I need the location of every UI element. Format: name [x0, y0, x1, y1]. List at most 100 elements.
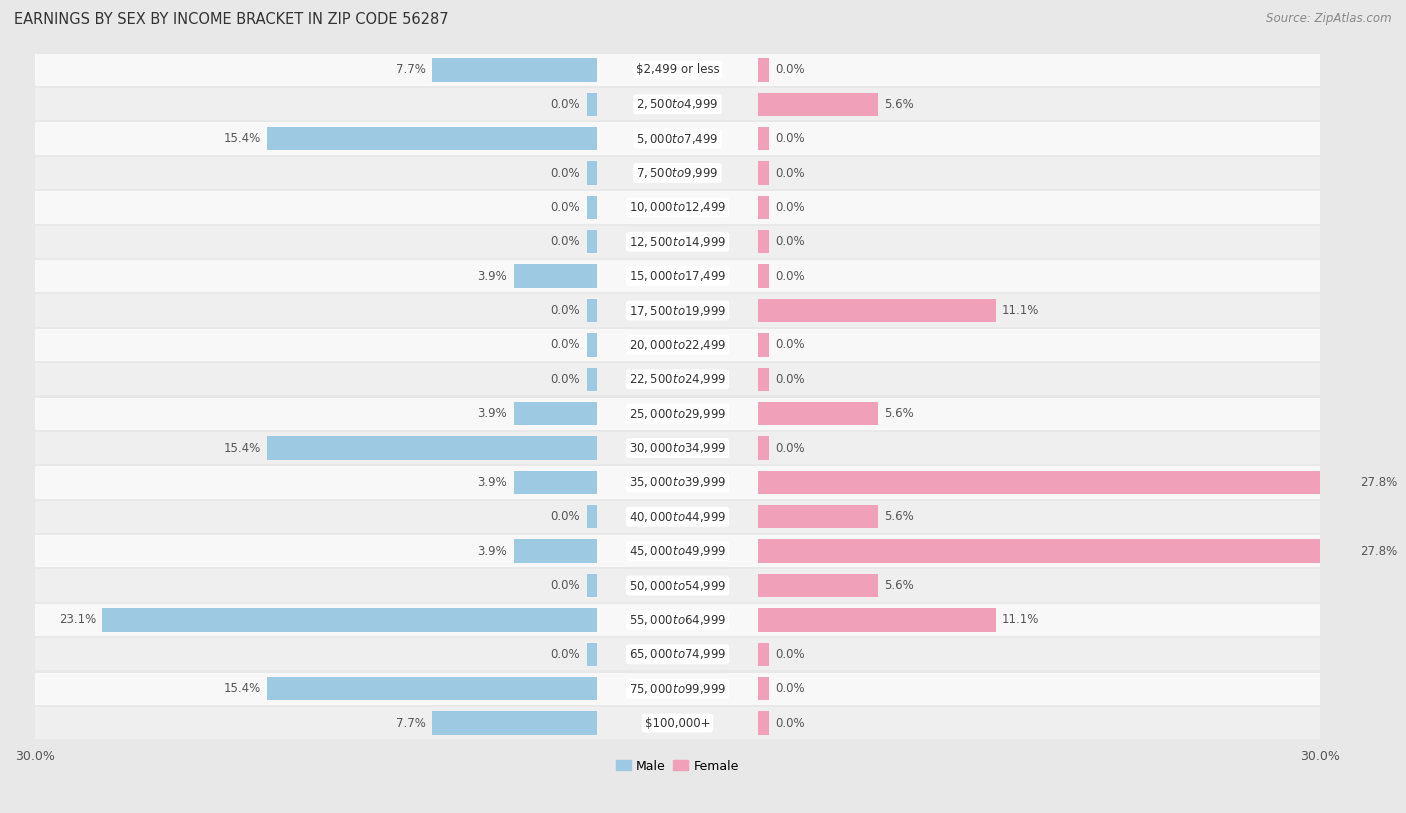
FancyBboxPatch shape [35, 328, 1320, 361]
FancyBboxPatch shape [35, 501, 1320, 533]
Text: 7.7%: 7.7% [396, 716, 426, 729]
Text: 0.0%: 0.0% [775, 201, 804, 214]
Bar [758, 471, 1354, 494]
FancyBboxPatch shape [35, 604, 1320, 636]
Text: $2,500 to $4,999: $2,500 to $4,999 [637, 98, 718, 111]
Text: $75,000 to $99,999: $75,000 to $99,999 [628, 682, 727, 696]
Text: 5.6%: 5.6% [884, 511, 914, 524]
Text: $40,000 to $44,999: $40,000 to $44,999 [628, 510, 727, 524]
Bar [267, 677, 598, 700]
Text: 0.0%: 0.0% [551, 648, 581, 661]
Text: $35,000 to $39,999: $35,000 to $39,999 [628, 476, 727, 489]
Bar [513, 264, 598, 288]
Text: 0.0%: 0.0% [775, 270, 804, 283]
FancyBboxPatch shape [35, 191, 1320, 224]
FancyBboxPatch shape [35, 123, 1320, 154]
Bar [586, 93, 598, 116]
Text: 0.0%: 0.0% [775, 682, 804, 695]
Text: 0.0%: 0.0% [775, 648, 804, 661]
Bar [758, 127, 769, 150]
Text: 11.1%: 11.1% [1002, 304, 1039, 317]
Text: 0.0%: 0.0% [775, 441, 804, 454]
Bar [586, 642, 598, 666]
Bar [758, 196, 769, 219]
Text: $55,000 to $64,999: $55,000 to $64,999 [628, 613, 727, 627]
Text: $7,500 to $9,999: $7,500 to $9,999 [637, 166, 718, 180]
Text: $12,500 to $14,999: $12,500 to $14,999 [628, 235, 727, 249]
Bar [758, 93, 877, 116]
Text: 27.8%: 27.8% [1360, 476, 1398, 489]
Bar [758, 437, 769, 459]
Bar [586, 161, 598, 185]
Text: EARNINGS BY SEX BY INCOME BRACKET IN ZIP CODE 56287: EARNINGS BY SEX BY INCOME BRACKET IN ZIP… [14, 12, 449, 27]
Text: 11.1%: 11.1% [1002, 614, 1039, 627]
Bar [586, 574, 598, 598]
Bar [758, 230, 769, 254]
Text: 0.0%: 0.0% [775, 373, 804, 386]
Text: 0.0%: 0.0% [551, 373, 581, 386]
Text: $22,500 to $24,999: $22,500 to $24,999 [628, 372, 727, 386]
FancyBboxPatch shape [35, 467, 1320, 498]
Text: Source: ZipAtlas.com: Source: ZipAtlas.com [1267, 12, 1392, 25]
Bar [513, 540, 598, 563]
Text: 3.9%: 3.9% [478, 545, 508, 558]
FancyBboxPatch shape [35, 294, 1320, 327]
Text: 0.0%: 0.0% [775, 716, 804, 729]
Text: 27.8%: 27.8% [1360, 545, 1398, 558]
Text: $2,499 or less: $2,499 or less [636, 63, 720, 76]
Text: 5.6%: 5.6% [884, 407, 914, 420]
FancyBboxPatch shape [35, 432, 1320, 464]
Text: 0.0%: 0.0% [551, 235, 581, 248]
Text: 0.0%: 0.0% [551, 579, 581, 592]
Text: $45,000 to $49,999: $45,000 to $49,999 [628, 544, 727, 559]
Text: 0.0%: 0.0% [775, 235, 804, 248]
FancyBboxPatch shape [35, 54, 1320, 86]
Bar [432, 711, 598, 735]
Text: 0.0%: 0.0% [551, 338, 581, 351]
Text: $20,000 to $22,499: $20,000 to $22,499 [628, 338, 727, 352]
Text: 15.4%: 15.4% [224, 682, 262, 695]
Bar [758, 367, 769, 391]
Text: 0.0%: 0.0% [775, 338, 804, 351]
FancyBboxPatch shape [35, 398, 1320, 430]
Bar [103, 608, 598, 632]
Text: 3.9%: 3.9% [478, 270, 508, 283]
FancyBboxPatch shape [35, 638, 1320, 671]
Bar [432, 59, 598, 81]
Bar [586, 367, 598, 391]
Bar [586, 196, 598, 219]
Bar [758, 299, 995, 322]
Text: 0.0%: 0.0% [551, 201, 581, 214]
Text: 5.6%: 5.6% [884, 579, 914, 592]
Text: $15,000 to $17,499: $15,000 to $17,499 [628, 269, 727, 283]
Text: $30,000 to $34,999: $30,000 to $34,999 [628, 441, 727, 455]
FancyBboxPatch shape [35, 363, 1320, 395]
Bar [586, 333, 598, 357]
Bar [513, 402, 598, 425]
Text: 7.7%: 7.7% [396, 63, 426, 76]
Bar [758, 505, 877, 528]
Text: $5,000 to $7,499: $5,000 to $7,499 [637, 132, 718, 146]
Bar [758, 333, 769, 357]
Bar [758, 264, 769, 288]
Bar [586, 230, 598, 254]
Bar [267, 437, 598, 459]
Text: 0.0%: 0.0% [551, 167, 581, 180]
Text: $100,000+: $100,000+ [645, 716, 710, 729]
Text: 5.6%: 5.6% [884, 98, 914, 111]
Text: 3.9%: 3.9% [478, 407, 508, 420]
Bar [758, 608, 995, 632]
Bar [758, 642, 769, 666]
Bar [267, 127, 598, 150]
FancyBboxPatch shape [35, 88, 1320, 120]
FancyBboxPatch shape [35, 707, 1320, 739]
Bar [758, 161, 769, 185]
FancyBboxPatch shape [35, 225, 1320, 258]
FancyBboxPatch shape [35, 569, 1320, 602]
Text: $17,500 to $19,999: $17,500 to $19,999 [628, 303, 727, 318]
Text: 0.0%: 0.0% [551, 304, 581, 317]
FancyBboxPatch shape [35, 260, 1320, 293]
FancyBboxPatch shape [35, 535, 1320, 567]
Text: 0.0%: 0.0% [775, 167, 804, 180]
Text: $50,000 to $54,999: $50,000 to $54,999 [628, 579, 727, 593]
